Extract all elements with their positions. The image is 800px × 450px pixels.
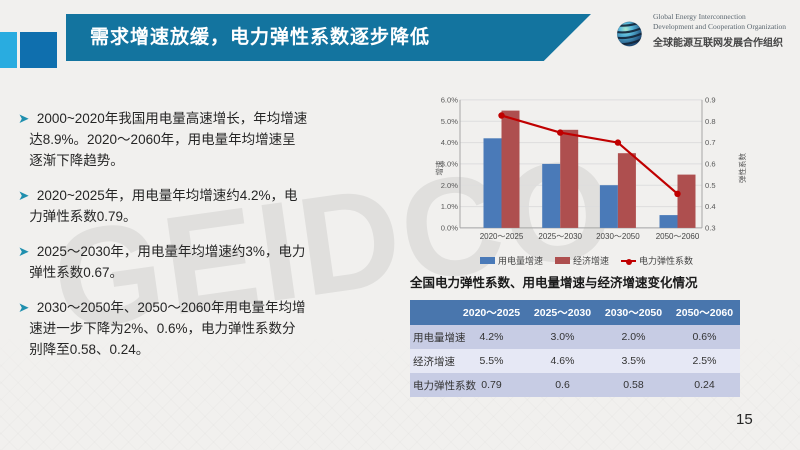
svg-text:2.0%: 2.0% xyxy=(441,181,459,190)
svg-text:6.0%: 6.0% xyxy=(441,96,459,105)
svg-text:0.8: 0.8 xyxy=(705,117,716,126)
svg-text:4.0%: 4.0% xyxy=(441,138,459,147)
svg-text:增速: 增速 xyxy=(434,160,444,175)
svg-text:0.4: 0.4 xyxy=(705,202,716,211)
svg-text:0.5: 0.5 xyxy=(705,181,716,190)
svg-text:0.7: 0.7 xyxy=(705,138,716,147)
svg-text:0.6: 0.6 xyxy=(705,160,716,169)
svg-text:0.0%: 0.0% xyxy=(441,224,459,233)
svg-text:1.0%: 1.0% xyxy=(441,202,459,211)
svg-text:2025～2030: 2025～2030 xyxy=(538,232,582,241)
svg-text:5.0%: 5.0% xyxy=(441,117,459,126)
svg-text:0.3: 0.3 xyxy=(705,224,716,233)
svg-text:0.9: 0.9 xyxy=(705,96,716,105)
svg-text:2020～2025: 2020～2025 xyxy=(480,232,524,241)
svg-text:弹性系数: 弹性系数 xyxy=(737,153,747,183)
svg-text:2030～2050: 2030～2050 xyxy=(596,232,640,241)
svg-text:2050～2060: 2050～2060 xyxy=(656,232,700,241)
